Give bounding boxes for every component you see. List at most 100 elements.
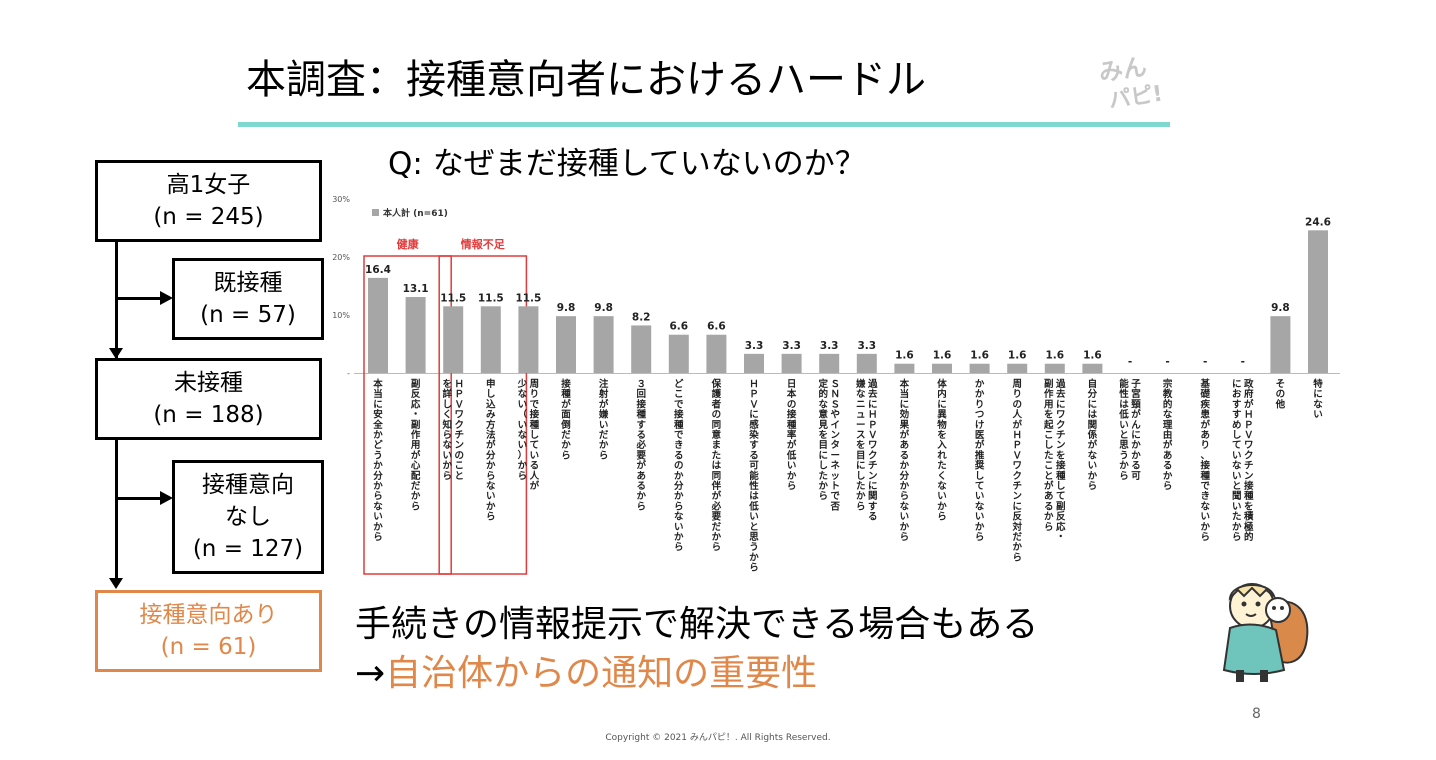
bar bbox=[518, 306, 539, 373]
bar bbox=[932, 363, 952, 373]
bar bbox=[1044, 363, 1065, 373]
category-label: ３回接種する必要があるから bbox=[635, 379, 646, 512]
bar-value-label: - bbox=[1203, 356, 1207, 368]
flow-box-unvaccinated: 未接種 (n = 188) bbox=[95, 358, 322, 440]
arrow-glyph: → bbox=[355, 653, 386, 694]
category-label: 注射が嫌いだから bbox=[598, 378, 609, 461]
flow-box-label: 高1女子 bbox=[166, 172, 251, 198]
highlight-box bbox=[438, 255, 528, 575]
category-label: 過去にＨＰＶワクチンに関する嫌なニュースを目にしたから bbox=[855, 378, 878, 523]
bar bbox=[1270, 316, 1291, 373]
bar-value-label: - bbox=[1241, 356, 1245, 368]
category-label: 自分には関係がないから bbox=[1088, 378, 1098, 492]
flow-box-count: (n = 245) bbox=[153, 204, 264, 230]
category-label: 過去にワクチンを接種して副反応・副作用を起こしたことがあるから bbox=[1043, 378, 1066, 543]
reasons-bar-chart: 30% 20% 10% - 本人計 (n=61) 健康 情報不足 16.4 本当に安全かどうか分… bbox=[332, 195, 1340, 575]
flow-box-count: (n = 188) bbox=[153, 402, 264, 428]
highlight-group-label: 情報不足 bbox=[461, 237, 506, 251]
bar bbox=[1308, 230, 1328, 373]
flow-box-label: 既接種 bbox=[213, 270, 283, 296]
conclusion-text: 手続きの情報提示で解決できる場合もある bbox=[355, 604, 1039, 645]
bar-value-label: 9.8 bbox=[1271, 302, 1290, 314]
y-tick-label: 20% bbox=[332, 253, 350, 262]
bar bbox=[894, 363, 915, 373]
category-label: 保護者の同意または同伴が必要だから bbox=[711, 378, 722, 553]
bar-value-label: 1.6 bbox=[895, 350, 914, 362]
bar-value-label: 9.8 bbox=[594, 302, 613, 314]
bar-value-label: - bbox=[1128, 356, 1132, 368]
category-label: 周りで接種している人が少ない（いない）から bbox=[517, 378, 540, 492]
bar-value-label: 6.6 bbox=[707, 321, 726, 333]
bar-value-label: 3.3 bbox=[782, 340, 801, 352]
category-label: かかりつけ医が推奨していないから bbox=[974, 379, 985, 543]
bar bbox=[856, 353, 877, 373]
category-label: 接種が面倒だから bbox=[560, 378, 571, 461]
slide-title: 本調査：接種意向者におけるハードル bbox=[246, 57, 926, 103]
bar bbox=[668, 334, 689, 373]
conclusion-highlight: 自治体からの通知の重要性 bbox=[385, 653, 818, 694]
bar-value-label: 1.6 bbox=[970, 350, 989, 362]
bar bbox=[1082, 363, 1103, 373]
bar-value-label: 1.6 bbox=[933, 350, 952, 362]
flow-connector bbox=[115, 297, 167, 300]
flow-box-label: 接種意向あり bbox=[139, 602, 278, 628]
category-label: ＨＰＶワクチンのことを詳しく知らないから bbox=[441, 379, 464, 482]
flow-box-with-intention: 接種意向あり (n = 61) bbox=[95, 590, 322, 672]
bar-value-label: 1.6 bbox=[1083, 350, 1102, 362]
svg-text:みん: みん bbox=[1097, 53, 1148, 87]
y-tick-label: 30% bbox=[332, 195, 350, 204]
category-label: 宗教的な理由があるから bbox=[1162, 378, 1173, 492]
category-label: どこで接種できるのか分からないから bbox=[674, 378, 684, 553]
flow-box-count: (n = 57) bbox=[200, 302, 296, 328]
legend-swatch bbox=[372, 209, 379, 216]
highlight-group-label: 健康 bbox=[397, 237, 420, 251]
mascot-illustration bbox=[1222, 583, 1309, 682]
bar bbox=[480, 306, 501, 373]
title-underline bbox=[238, 122, 1170, 127]
bar bbox=[744, 353, 764, 373]
highlight-box bbox=[363, 255, 452, 575]
category-label: ＳＮＳやインターネットで否定的な意見を目にしたから bbox=[817, 378, 840, 512]
flow-box-no-intention: 接種意向 なし (n = 127) bbox=[172, 460, 324, 574]
category-label: 体内に異物を入れたくないから bbox=[936, 378, 947, 523]
arrowhead-icon bbox=[160, 491, 173, 505]
category-label: 本当に安全かどうか分からないから bbox=[372, 378, 383, 543]
y-tick-label: - bbox=[347, 369, 350, 378]
bar bbox=[969, 363, 990, 373]
bar bbox=[593, 316, 614, 373]
flow-box-vaccinated: 既接種 (n = 57) bbox=[172, 258, 324, 340]
bar-value-label: 3.3 bbox=[820, 340, 839, 352]
bar bbox=[556, 316, 576, 373]
category-label: 政府がＨＰＶワクチン接種を積極的におすすめしていないと聞いたから bbox=[1232, 378, 1254, 543]
bar-value-label: 1.6 bbox=[1008, 350, 1027, 362]
bar-value-label: 3.3 bbox=[745, 340, 764, 352]
bar-value-label: 13.1 bbox=[403, 283, 429, 295]
survey-question: Q: なぜまだ接種していないのか？ bbox=[388, 146, 866, 182]
category-label: ＨＰＶに感染する可能性は低いと思うから bbox=[748, 379, 759, 574]
bar-value-label: 11.5 bbox=[515, 292, 541, 304]
bar-value-label: 3.3 bbox=[857, 340, 876, 352]
category-label: 本当に効果があるか分からないから bbox=[899, 378, 910, 543]
bar-value-label: 6.6 bbox=[669, 321, 688, 333]
bar-value-label: - bbox=[1165, 356, 1169, 368]
bar bbox=[631, 325, 652, 373]
bar bbox=[1007, 363, 1028, 373]
bar bbox=[368, 277, 388, 373]
flow-connector bbox=[115, 438, 118, 580]
flow-connector bbox=[115, 497, 167, 500]
category-label: 申し込み方法が分からないから bbox=[486, 378, 496, 523]
flow-box-label: 未接種 bbox=[174, 370, 243, 396]
flow-box-label: なし bbox=[225, 504, 271, 530]
bar-value-label: 16.4 bbox=[365, 264, 391, 276]
category-label: 子宮頸がんにかかる可能性は低いと思うから bbox=[1118, 378, 1141, 482]
page-number: 8 bbox=[1252, 706, 1261, 722]
flow-box-count: (n = 61) bbox=[160, 634, 257, 660]
category-label: 基礎疾患があり、接種できないから bbox=[1199, 378, 1210, 543]
category-label: 周りの人がＨＰＶワクチンに反対だから bbox=[1011, 379, 1022, 563]
bar bbox=[706, 334, 727, 373]
arrowhead-icon bbox=[109, 578, 123, 589]
flow-box-count: (n = 127) bbox=[192, 536, 304, 562]
arrowhead-icon bbox=[109, 348, 123, 359]
category-label: 特にない bbox=[1313, 378, 1323, 421]
svg-text:パピ!: パピ! bbox=[1107, 82, 1164, 110]
